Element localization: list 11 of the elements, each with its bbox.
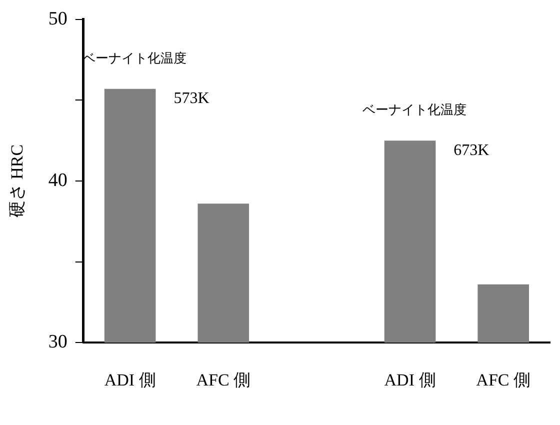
annotation: 673K <box>454 142 490 159</box>
x-tick-label: AFC 側 <box>476 370 531 390</box>
annotation: 573K <box>174 90 210 108</box>
x-tick-label: AFC 側 <box>196 370 251 390</box>
y-tick-label: 30 <box>48 332 68 353</box>
annotation: ベーナイト化温度 <box>362 102 466 118</box>
y-tick-label: 40 <box>48 170 68 191</box>
y-axis-title: 硬さ HRC <box>8 144 27 218</box>
x-tick-label: ADI 側 <box>384 370 436 390</box>
x-tick-label: ADI 側 <box>104 370 156 390</box>
y-tick-label: 50 <box>48 8 68 30</box>
